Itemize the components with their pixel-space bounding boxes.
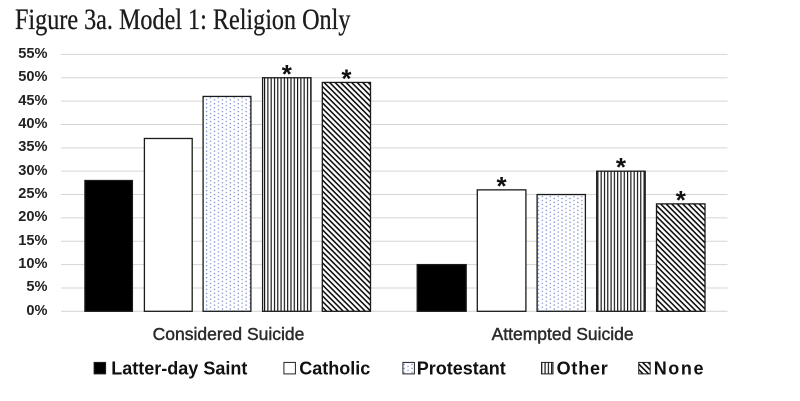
- svg-text:Latter-day Saint: Latter-day Saint: [111, 359, 247, 379]
- svg-text:*: *: [676, 185, 687, 215]
- svg-text:*: *: [616, 152, 627, 182]
- svg-text:*: *: [497, 171, 508, 201]
- svg-text:Protestant: Protestant: [417, 359, 506, 379]
- svg-text:*: *: [341, 63, 352, 93]
- svg-text:Catholic: Catholic: [299, 359, 370, 379]
- svg-text:None: None: [654, 359, 705, 379]
- svg-text:Other: Other: [557, 359, 609, 379]
- svg-text:*: *: [282, 59, 293, 89]
